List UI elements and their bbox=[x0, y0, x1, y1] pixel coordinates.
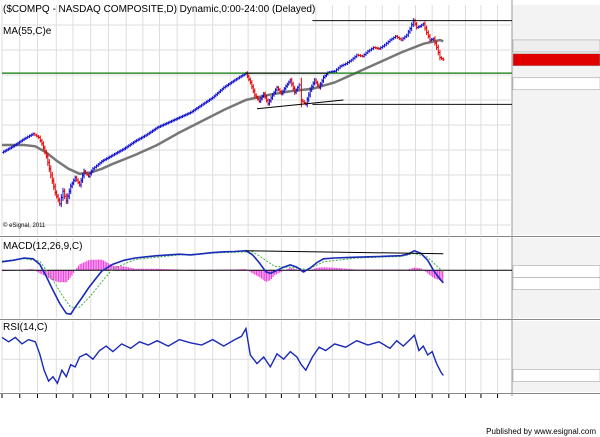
macd-value-tag-background bbox=[512, 265, 600, 278]
macd-trendline bbox=[245, 250, 444, 255]
macd-value-tag-background bbox=[512, 277, 600, 290]
price-tag-background bbox=[512, 53, 600, 67]
price-tag-background bbox=[512, 39, 600, 53]
price-tag-background bbox=[512, 77, 600, 91]
rsi-panel-label: RSI(14,C) bbox=[3, 322, 47, 333]
macd-panel-label: MACD(12,26,9,C) bbox=[3, 241, 82, 252]
price-axis-background bbox=[512, 5, 600, 235]
footer-text: Published by www.esignal.com bbox=[486, 427, 596, 436]
trendline bbox=[256, 99, 344, 110]
ma-line bbox=[2, 38, 444, 176]
x-axis-background bbox=[0, 396, 600, 428]
copyright-text: © eSignal, 2011 bbox=[3, 222, 46, 229]
rsi-value-tag-background bbox=[512, 369, 600, 382]
chart-title: ($COMPQ - NASDAQ COMPOSITE,D) Dynamic,0:… bbox=[3, 4, 315, 15]
rsi-line bbox=[1, 326, 444, 385]
macd-line bbox=[1, 249, 444, 316]
ma-label: MA(55,C)e bbox=[3, 26, 52, 37]
